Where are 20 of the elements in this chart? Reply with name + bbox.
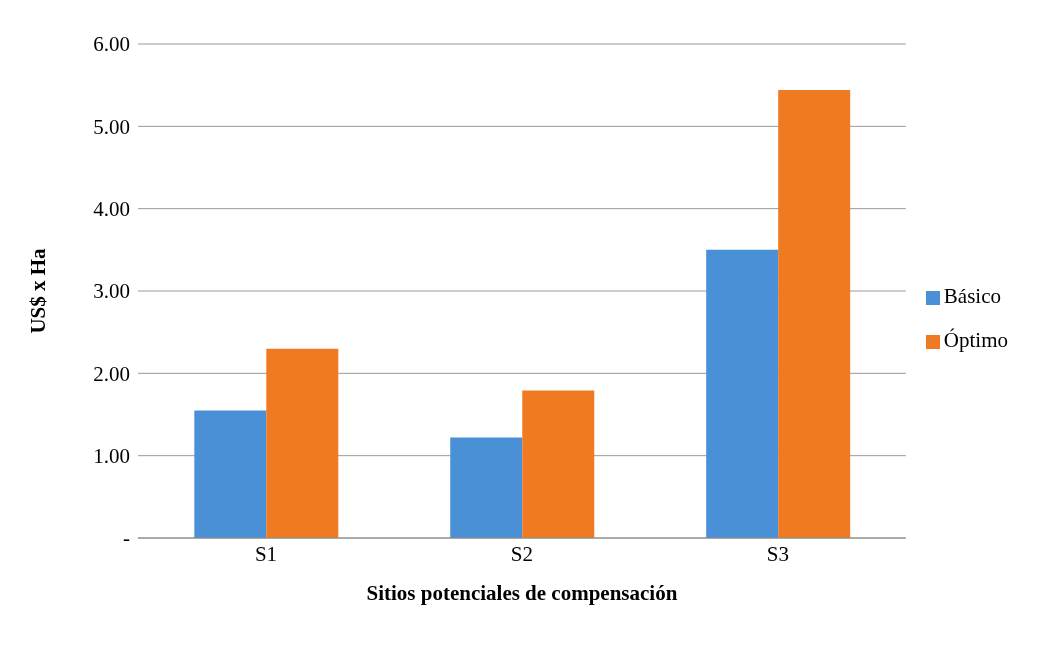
y-tick-label: 1.00 (93, 444, 130, 469)
y-tick-label: 4.00 (93, 197, 130, 222)
legend-label: Óptimo (943, 328, 1008, 352)
bar (706, 249, 779, 538)
y-axis-title: US$ x Ha (26, 247, 51, 334)
bar (778, 90, 851, 538)
bar (266, 348, 339, 538)
x-tick-label: S1 (254, 541, 278, 566)
y-tick-label: 3.00 (93, 279, 130, 304)
y-tick-label: 6.00 (93, 32, 130, 57)
x-axis-title: Sitios potenciales de compensación (366, 581, 678, 605)
y-tick-label: 5.00 (93, 114, 130, 139)
y-tick-label: 2.00 (93, 361, 130, 386)
bar (450, 437, 523, 538)
x-tick-label: S2 (510, 541, 534, 566)
y-tick-label: - (123, 526, 130, 551)
bar (194, 410, 267, 538)
x-tick-label: S3 (766, 541, 789, 566)
bar (522, 390, 595, 538)
legend-label: Básico (943, 284, 1001, 308)
